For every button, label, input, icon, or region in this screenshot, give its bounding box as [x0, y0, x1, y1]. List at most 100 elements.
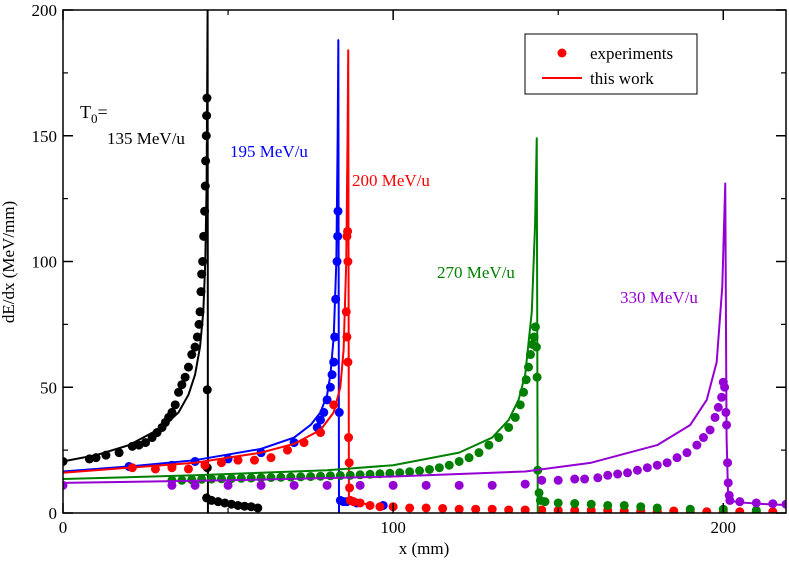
- y-tick-label: 0: [49, 504, 58, 523]
- label-135: 135 MeV/u: [107, 129, 185, 148]
- experiment-point: [355, 480, 365, 490]
- experiment-point: [405, 467, 415, 477]
- series-0: [63, 10, 263, 513]
- experiment-point: [180, 372, 190, 382]
- theory-line: [63, 10, 209, 513]
- experiment-point: [190, 480, 200, 490]
- experiment-point: [702, 507, 712, 513]
- experiment-point: [405, 503, 415, 513]
- experiment-point: [240, 501, 250, 511]
- experiment-point: [553, 475, 563, 485]
- experiment-point: [167, 407, 177, 417]
- experiment-point: [266, 473, 276, 483]
- experiment-point: [504, 422, 514, 432]
- experiment-point: [316, 415, 326, 425]
- experiment-point: [662, 458, 672, 468]
- experiment-point: [484, 440, 494, 450]
- axes: 0 100 200 0 50 100 150 200: [32, 1, 786, 537]
- experiment-point: [713, 402, 723, 412]
- experiment-point: [652, 460, 662, 470]
- legend-label-experiments: experiments: [590, 44, 673, 63]
- experiment-point: [720, 382, 730, 392]
- experiment-point: [174, 387, 184, 397]
- experiment-point: [537, 505, 547, 513]
- experiment-point: [286, 472, 296, 482]
- experiment-point: [114, 448, 124, 458]
- experiment-point: [233, 455, 243, 465]
- experiment-point: [183, 464, 193, 474]
- experiment-point: [266, 453, 276, 463]
- experiment-point: [296, 472, 306, 482]
- experiment-point: [534, 488, 544, 498]
- legend-box: [524, 33, 698, 95]
- experiment-point: [365, 500, 375, 510]
- y-tick-label: 150: [32, 127, 58, 146]
- experiment-point: [444, 460, 454, 470]
- experiment-point: [471, 504, 481, 513]
- theory-line: [63, 137, 539, 513]
- experiment-point: [454, 456, 464, 466]
- label-200: 200 MeV/u: [352, 171, 430, 190]
- series-4: [63, 182, 786, 509]
- x-tick-label: 100: [380, 518, 406, 537]
- experiment-point: [316, 471, 326, 481]
- experiment-point: [385, 468, 395, 478]
- experiment-point: [236, 473, 246, 483]
- experiment-point: [710, 412, 720, 422]
- label-195: 195 MeV/u: [230, 142, 308, 161]
- experiment-point: [434, 463, 444, 473]
- experiment-point: [636, 502, 646, 512]
- experiment-point: [586, 499, 596, 509]
- experiment-point: [570, 505, 580, 513]
- experiment-point: [494, 433, 504, 443]
- experiment-point: [256, 480, 266, 490]
- y-tick-label: 200: [32, 1, 58, 20]
- experiment-point: [487, 480, 497, 490]
- experiment-point: [682, 448, 692, 458]
- experiment-point: [751, 505, 761, 513]
- experiment-point: [223, 480, 233, 490]
- experiment-point: [276, 472, 286, 482]
- experiment-point: [669, 506, 679, 513]
- experiment-point: [464, 453, 474, 463]
- experiment-point: [424, 464, 434, 474]
- experiment-point: [246, 473, 256, 483]
- theory-line: [63, 182, 786, 506]
- experiment-point: [685, 504, 695, 513]
- experiment-point: [415, 466, 425, 476]
- series-1: [63, 39, 388, 513]
- experiment-point: [705, 425, 715, 435]
- legend: experiments this work: [524, 33, 698, 95]
- experiment-point: [454, 480, 464, 490]
- x-tick-label: 0: [59, 518, 68, 537]
- experiment-point: [540, 497, 550, 507]
- experiment-point: [735, 507, 745, 513]
- experiment-point: [233, 500, 243, 510]
- experiment-point: [388, 480, 398, 490]
- experiment-point: [487, 504, 497, 513]
- experiment-point: [570, 498, 580, 508]
- experiment-point: [289, 480, 299, 490]
- experiment-point: [613, 469, 623, 479]
- experiment-point: [201, 156, 211, 166]
- experiment-point: [623, 468, 633, 478]
- experiment-point: [603, 470, 613, 480]
- theory-line: [63, 39, 340, 513]
- experiment-point: [520, 479, 530, 489]
- theory-line: [63, 49, 367, 506]
- experiment-point: [768, 507, 778, 513]
- y-tick-label: 50: [40, 378, 57, 397]
- experiment-point: [282, 445, 292, 455]
- experiment-point: [593, 473, 603, 483]
- experiment-point: [306, 472, 316, 482]
- x-tick-label: 200: [711, 518, 737, 537]
- experiment-point: [395, 468, 405, 478]
- experiment-point: [207, 474, 217, 484]
- experiment-point: [249, 455, 259, 465]
- experiment-point: [603, 500, 613, 510]
- experiment-point: [672, 453, 682, 463]
- experiment-point: [698, 433, 708, 443]
- experiment-point: [504, 505, 514, 513]
- legend-marker-experiments: [557, 48, 567, 58]
